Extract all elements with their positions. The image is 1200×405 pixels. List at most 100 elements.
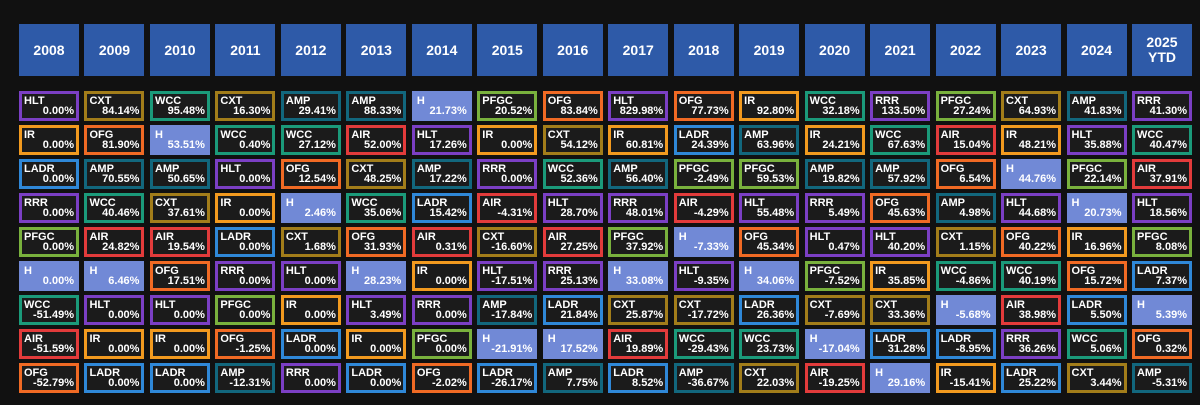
ticker-label: LADR bbox=[482, 367, 513, 379]
ticker-label: OFG bbox=[220, 333, 245, 345]
return-value: 0.00% bbox=[304, 377, 336, 389]
return-value: -2.49% bbox=[693, 173, 729, 185]
ticker-label: CXT bbox=[1006, 95, 1029, 107]
ticker-label: LADR bbox=[940, 333, 972, 345]
ticker-label: RRR bbox=[285, 367, 310, 379]
return-cell: AMP 50.65% bbox=[149, 159, 210, 189]
return-value: 24.39% bbox=[691, 139, 729, 151]
ticker-label: LADR bbox=[1136, 265, 1168, 277]
ticker-label: RRR bbox=[24, 197, 48, 209]
return-cell: HLT 40.20% bbox=[870, 227, 931, 257]
year-header: 2014 bbox=[411, 24, 472, 76]
return-value: 8.52% bbox=[632, 377, 664, 389]
return-cell: LADR 0.00% bbox=[280, 329, 341, 359]
return-cell: OFG 40.22% bbox=[1001, 227, 1062, 257]
return-value: 22.14% bbox=[1084, 173, 1122, 185]
return-cell: LADR 0.00% bbox=[84, 363, 145, 393]
return-value: 6.46% bbox=[108, 275, 140, 287]
ticker-label: AMP bbox=[351, 95, 376, 107]
year-header: 2023 bbox=[1001, 24, 1062, 76]
return-value: 35.06% bbox=[364, 207, 402, 219]
ticker-label: LADR bbox=[24, 163, 55, 175]
year-header: 2022 bbox=[935, 24, 996, 76]
return-value: 55.48% bbox=[756, 207, 795, 219]
return-cell: H 20.73% bbox=[1066, 193, 1127, 223]
return-value: 22.03% bbox=[756, 377, 795, 389]
return-value: 57.92% bbox=[887, 173, 926, 185]
ticker-label: CXT bbox=[744, 367, 767, 379]
return-value: 0.00% bbox=[304, 309, 336, 321]
ticker-label: PFGC bbox=[416, 333, 448, 345]
return-cell: WCC 52.36% bbox=[542, 159, 603, 189]
return-value: 40.47% bbox=[1149, 139, 1187, 151]
ticker-label: H bbox=[678, 231, 687, 243]
return-value: 29.16% bbox=[887, 377, 926, 389]
return-value: 52.36% bbox=[560, 173, 598, 185]
ticker-label: H bbox=[1006, 163, 1014, 175]
return-cell: WCC 0.40% bbox=[215, 125, 276, 155]
return-value: 0.40% bbox=[239, 139, 271, 151]
return-value: -9.35% bbox=[693, 275, 729, 287]
return-cell: LADR 15.42% bbox=[411, 193, 472, 223]
ticker-label: HLT bbox=[154, 299, 176, 311]
return-cell: PFGC 0.00% bbox=[19, 227, 79, 257]
ticker-label: PFGC bbox=[940, 95, 972, 107]
ticker-label: WCC bbox=[678, 333, 705, 345]
return-value: -36.67% bbox=[687, 377, 729, 389]
return-cell: LADR 0.00% bbox=[19, 159, 79, 189]
ticker-label: H bbox=[351, 265, 360, 277]
return-value: 0.00% bbox=[501, 173, 533, 185]
ticker-label: CXT bbox=[351, 163, 374, 175]
return-value: 41.83% bbox=[1084, 105, 1122, 117]
return-cell: HLT 3.49% bbox=[346, 295, 407, 325]
return-value: 81.90% bbox=[102, 139, 140, 151]
ticker-label: H bbox=[24, 265, 32, 277]
ticker-label: HLT bbox=[1006, 197, 1027, 209]
return-value: 19.54% bbox=[167, 241, 205, 253]
ticker-label: AIR bbox=[24, 333, 43, 345]
ticker-label: LADR bbox=[1006, 367, 1037, 379]
ticker-label: RRR bbox=[482, 163, 507, 175]
return-value: -21.91% bbox=[491, 343, 533, 355]
return-value: 0.00% bbox=[239, 207, 271, 219]
ticker-label: OFG bbox=[89, 129, 114, 141]
ticker-label: PFGC bbox=[613, 231, 644, 243]
ticker-label: PFGC bbox=[1071, 163, 1103, 175]
year-header: 2011 bbox=[215, 24, 276, 76]
return-cell: HLT 18.56% bbox=[1131, 193, 1192, 223]
ticker-label: AIR bbox=[89, 231, 109, 243]
return-value: 40.19% bbox=[1018, 275, 1057, 287]
return-cell: RRR 0.00% bbox=[19, 193, 79, 223]
ticker-label: IR bbox=[89, 333, 101, 345]
ticker-label: PFGC bbox=[744, 163, 775, 175]
ticker-label: AMP bbox=[744, 129, 769, 141]
return-value: 20.73% bbox=[1084, 207, 1122, 219]
return-value: 0.00% bbox=[370, 377, 402, 389]
return-cell: CXT 16.30% bbox=[215, 91, 276, 121]
return-value: 0.00% bbox=[108, 343, 140, 355]
return-value: -4.31% bbox=[497, 207, 533, 219]
ticker-label: RRR bbox=[220, 265, 245, 277]
return-cell: AIR 19.89% bbox=[608, 329, 669, 359]
return-value: 45.63% bbox=[887, 207, 926, 219]
return-cell: WCC 40.47% bbox=[1131, 125, 1192, 155]
return-value: 3.44% bbox=[1090, 377, 1122, 389]
ticker-label: WCC bbox=[1071, 333, 1098, 345]
ticker-label: H bbox=[875, 367, 884, 379]
year-header: 2021 bbox=[870, 24, 931, 76]
return-cell: OFG 81.90% bbox=[84, 125, 145, 155]
return-value: 31.28% bbox=[887, 343, 926, 355]
return-value: -51.59% bbox=[33, 343, 74, 355]
return-cell: HLT -9.35% bbox=[673, 261, 734, 291]
year-header: 2025 YTD bbox=[1131, 24, 1192, 76]
ticker-label: OFG bbox=[154, 265, 179, 277]
return-cell: AMP 70.55% bbox=[84, 159, 145, 189]
ticker-label: IR bbox=[613, 129, 625, 141]
return-value: 0.00% bbox=[239, 309, 271, 321]
ticker-label: WCC bbox=[220, 129, 247, 141]
return-value: 63.96% bbox=[756, 139, 795, 151]
return-cell: AMP 7.75% bbox=[542, 363, 603, 393]
ticker-label: RRR bbox=[1006, 333, 1030, 345]
return-value: 48.25% bbox=[364, 173, 402, 185]
ticker-label: AMP bbox=[875, 163, 900, 175]
